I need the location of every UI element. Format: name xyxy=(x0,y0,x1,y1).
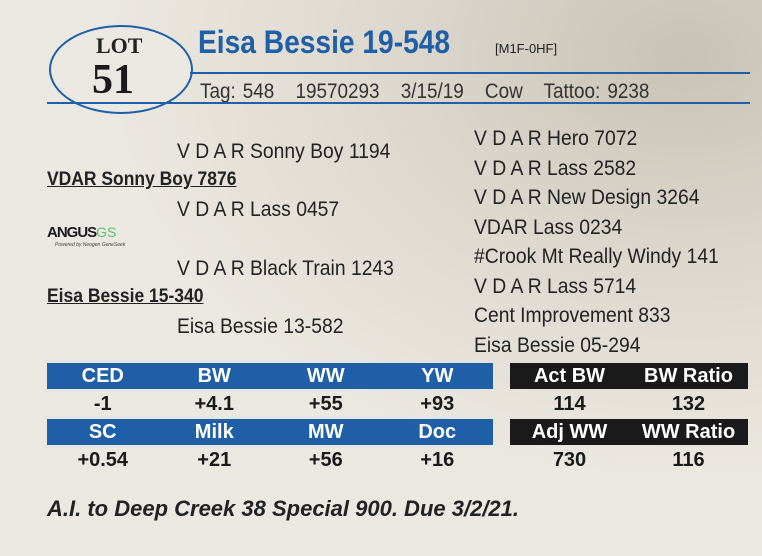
ggp: V D A R New Design 3264 xyxy=(474,186,700,209)
perf-header: Adj WW xyxy=(510,419,629,445)
ggp: V D A R Lass 5714 xyxy=(474,274,637,298)
lot-number: 51 xyxy=(92,57,134,103)
perf-value: 730 xyxy=(552,449,587,471)
epd-header: Milk xyxy=(158,419,270,445)
sire-dam: V D A R Lass 0457 xyxy=(177,198,340,221)
perf-value: 132 xyxy=(671,393,706,415)
perf-value: 116 xyxy=(672,449,705,471)
ggp: Eisa Bessie 05-294 xyxy=(474,333,641,357)
sire: VDAR Sonny Boy 7876 xyxy=(47,169,237,190)
epd-value: -1 xyxy=(93,393,112,415)
title-divider xyxy=(190,72,750,74)
epd-value: +0.54 xyxy=(77,449,129,471)
epd-value: +21 xyxy=(197,449,232,471)
epd-header: MW xyxy=(270,419,382,445)
header-divider xyxy=(47,102,750,104)
epd-header: BW xyxy=(158,363,270,389)
great-grandparents: V D A R Hero 7072 V D A R Lass 2582 V D … xyxy=(474,124,740,360)
ggp: #Crook Mt Really Windy 141 xyxy=(474,245,719,268)
animal-code: [M1F-0HF] xyxy=(495,41,558,56)
ggp: V D A R Hero 7072 xyxy=(474,127,638,150)
sire-sire: V D A R Sonny Boy 1194 xyxy=(177,140,391,163)
lot-label: LOT xyxy=(96,33,143,58)
breeding-note: A.I. to Deep Creek 38 Special 900. Due 3… xyxy=(47,496,520,521)
perf-header: Act BW xyxy=(510,363,629,389)
dam: Eisa Bessie 15-340 xyxy=(47,286,204,307)
animal-info: Tag: 548 19570293 3/15/19 Cow Tattoo: 92… xyxy=(200,80,650,103)
epd-table: CED BW WW YW -1 +4.1 +55 +93 SC Milk MW Doc +0.54… xyxy=(47,363,493,475)
ggp: V D A R Lass 2582 xyxy=(474,156,637,180)
dam-sire: V D A R Black Train 1243 xyxy=(177,257,394,280)
dam-dam: Eisa Bessie 13-582 xyxy=(177,315,344,338)
epd-value: +93 xyxy=(420,393,455,415)
ggp: VDAR Lass 0234 xyxy=(474,215,623,239)
performance-table: Act BW BW Ratio 114 132 Adj WW WW Ratio 730… xyxy=(510,363,748,475)
epd-value: +56 xyxy=(308,449,343,471)
animal-name: Eisa Bessie 19-548 xyxy=(198,24,451,60)
epd-header: YW xyxy=(381,363,493,389)
angus-gs-logo: ANGUSGS Powered by Neogen GeneSeek xyxy=(47,224,126,248)
epd-header: CED xyxy=(47,363,159,389)
epd-header: SC xyxy=(47,419,159,445)
lot-oval xyxy=(49,25,193,114)
epd-value: +16 xyxy=(420,449,455,471)
perf-header: BW Ratio xyxy=(629,363,748,389)
perf-header: WW Ratio xyxy=(629,419,748,445)
epd-header: WW xyxy=(270,363,382,389)
epd-header: Doc xyxy=(381,419,493,445)
epd-value: +4.1 xyxy=(194,393,234,415)
perf-value: 114 xyxy=(553,393,586,415)
ggp: Cent Improvement 833 xyxy=(474,304,671,327)
epd-value: +55 xyxy=(308,393,343,415)
